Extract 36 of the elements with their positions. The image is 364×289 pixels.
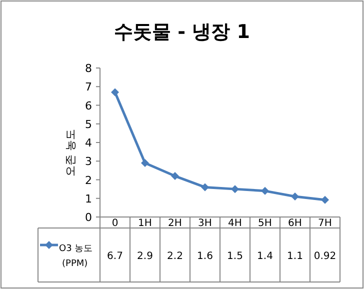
- data-label: 2.2: [167, 251, 183, 262]
- y-tick-label: 4: [85, 136, 92, 150]
- x-tick-label: 4H: [228, 218, 242, 229]
- x-tick-label: 0: [112, 218, 118, 229]
- x-tick-label: 3H: [198, 218, 212, 229]
- y-tick-label: 8: [85, 62, 92, 75]
- legend-label: O3 농도 (PPM): [59, 244, 93, 269]
- point: [231, 185, 239, 194]
- y-axis-title: 오존 농도: [64, 128, 77, 176]
- x-tick-label: 6H: [288, 218, 302, 229]
- point: [261, 186, 269, 195]
- y-tick-label: 3: [85, 155, 92, 168]
- x-tick-label: 1H: [138, 218, 152, 229]
- chart-title: 수돗물 - 냉장 1: [114, 21, 250, 43]
- point: [291, 192, 299, 201]
- data-label: 1.6: [197, 251, 213, 262]
- y-tick-label: 2: [85, 174, 92, 187]
- data-label: 1.5: [227, 251, 243, 262]
- y-tick-label: 7: [85, 80, 92, 94]
- y-tick-label: 5: [85, 118, 92, 131]
- x-tick-label: 2H: [168, 218, 182, 229]
- y-tick-label: 1: [85, 192, 92, 206]
- point: [321, 196, 329, 204]
- legend: O3 농도 (PPM): [40, 241, 93, 269]
- data-label: 1.4: [257, 251, 273, 262]
- point: [171, 172, 179, 180]
- data-label: 0.92: [314, 251, 336, 262]
- point: [111, 88, 119, 96]
- point: [141, 158, 149, 167]
- x-tick-label: 7H: [318, 218, 332, 229]
- point: [201, 183, 209, 192]
- data-label: 1.1: [287, 251, 303, 262]
- data-label: 2.9: [137, 251, 153, 262]
- data-label: 6.7: [107, 251, 123, 262]
- y-tick-label: 6: [85, 99, 92, 112]
- x-tick-label: 5H: [258, 218, 272, 229]
